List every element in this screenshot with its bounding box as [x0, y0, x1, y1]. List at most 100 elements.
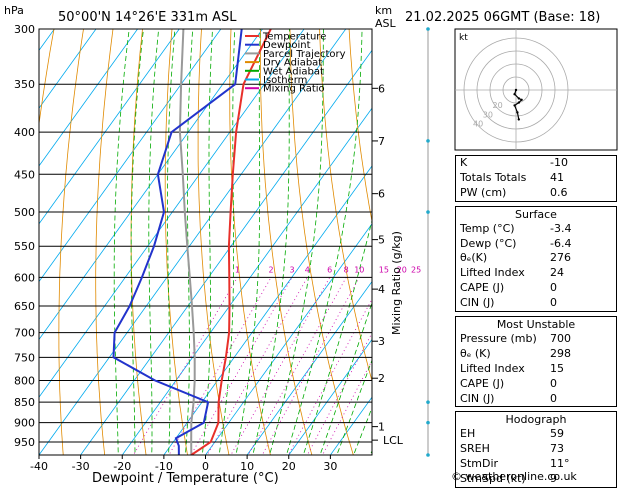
hodograph-ring-label: 40 [473, 119, 483, 128]
mixing-ratio-label: 3 [289, 265, 294, 274]
x-tick-label: -40 [30, 460, 48, 473]
wind-level-marker [426, 421, 430, 425]
height-tick-label: 6 [378, 188, 385, 201]
hodograph-point [515, 89, 517, 91]
mixing-ratio-line [245, 277, 346, 460]
pressure-tick-label: 650 [14, 300, 35, 313]
km-label: km [375, 4, 392, 17]
index-label: K [460, 156, 467, 171]
mixing-ratio-line [259, 277, 359, 460]
mixing-ratio-label: 6 [327, 265, 332, 274]
hodograph-ring-label: 20 [493, 101, 503, 110]
most-unstable-label: CAPE (J) [460, 377, 504, 392]
pressure-tick-label: 750 [14, 351, 35, 364]
dry-adiabat-line [59, 0, 95, 460]
isotherm-line [0, 0, 60, 460]
pressure-tick-label: 850 [14, 396, 35, 409]
isotherm-line [0, 0, 268, 460]
pressure-tick-label: 300 [14, 23, 35, 36]
mixing-ratio-label: 8 [344, 265, 349, 274]
isotherm-line [0, 0, 101, 460]
surface-value: 24 [550, 266, 612, 281]
x-tick-label: 20 [282, 460, 296, 473]
isotherm-line [0, 0, 143, 460]
wet-adiabat-line [235, 0, 263, 460]
index-value: -10 [550, 156, 612, 171]
hodograph-point [518, 118, 520, 120]
most-unstable-value: 15 [550, 362, 612, 377]
hodograph-point [518, 101, 520, 103]
isotherm-line [0, 0, 185, 460]
x-tick-label: 30 [323, 460, 337, 473]
surface-value: -6.4 [550, 237, 612, 252]
wind-level-marker [426, 139, 430, 143]
height-tick-label: 5 [378, 234, 385, 247]
mixing-ratio-label: 15 [379, 265, 389, 274]
most-unstable-value: 298 [550, 347, 612, 362]
surface-label: CAPE (J) [460, 281, 504, 296]
x-tick-label: -30 [72, 460, 90, 473]
pressure-tick-label: 350 [14, 78, 35, 91]
mixing-ratio-label: 10 [354, 265, 364, 274]
height-tick-label: 6 [378, 82, 385, 95]
hodograph-ring-label: 30 [483, 110, 493, 119]
hodograph-point [513, 93, 515, 95]
mixing-ratio-label: 1 [235, 265, 240, 274]
most-unstable-row: θₑ (K)298 [456, 347, 616, 362]
pressure-tick-label: 800 [14, 374, 35, 387]
isotherm-line [77, 0, 435, 460]
most-unstable-label: Lifted Index [460, 362, 525, 377]
wind-level-marker [426, 453, 430, 457]
most-unstable-row: CAPE (J) 0 [456, 377, 616, 392]
wind-level-marker [426, 400, 430, 404]
wet-adiabat-line [149, 0, 166, 460]
location-title: 50°00'N 14°26'E 331m ASL [58, 10, 237, 25]
index-label: PW (cm) [460, 186, 506, 201]
index-label: Totals Totals [460, 171, 526, 186]
hodograph-stat-value: 59 [550, 427, 612, 442]
pressure-tick-label: 900 [14, 417, 35, 430]
most-unstable-label: CIN (J) [460, 392, 494, 407]
index-row: K -10 [456, 156, 616, 171]
pressure-tick-label: 600 [14, 271, 35, 284]
index-row: PW (cm) 0.6 [456, 186, 616, 201]
wind-level-marker [426, 210, 430, 214]
most-unstable-row: Lifted Index 15 [456, 362, 616, 377]
surface-value: 276 [550, 251, 612, 266]
wind-level-marker [426, 27, 430, 31]
hodograph-stat-value: 73 [550, 442, 612, 457]
surface-row: CIN (J)0 [456, 296, 616, 311]
hodograph-point [520, 99, 522, 101]
legend-label: Mixing Ratio [263, 84, 325, 95]
hodograph-table-title: Hodograph [456, 412, 616, 427]
hodograph-point [516, 111, 518, 113]
pressure-tick-label: 700 [14, 327, 35, 340]
height-tick-label: 3 [378, 335, 385, 348]
mixing-ratio-label: 2 [269, 265, 274, 274]
surface-value: -3.4 [550, 222, 612, 237]
surface-label: Dewp (°C) [460, 237, 516, 252]
most-unstable-row: CIN (J) 0 [456, 392, 616, 407]
hodograph-point [518, 97, 520, 99]
surface-title: Surface [456, 207, 616, 222]
copyright: © weatheronline.co.uk [451, 470, 577, 483]
surface-label: θₑ(K) [460, 251, 487, 266]
height-tick-label: 2 [378, 372, 385, 385]
most-unstable-value: 0 [550, 377, 612, 392]
most-unstable-value: 0 [550, 392, 612, 407]
index-value: 0.6 [550, 186, 612, 201]
pressure-tick-label: 950 [14, 436, 35, 449]
x-axis-label: Dewpoint / Temperature (°C) [92, 471, 279, 486]
surface-value: 0 [550, 281, 612, 296]
surface-row: Dewp (°C) -6.4 [456, 237, 616, 252]
dry-adiabat-line [198, 0, 230, 460]
lcl-label: LCL [383, 434, 404, 447]
